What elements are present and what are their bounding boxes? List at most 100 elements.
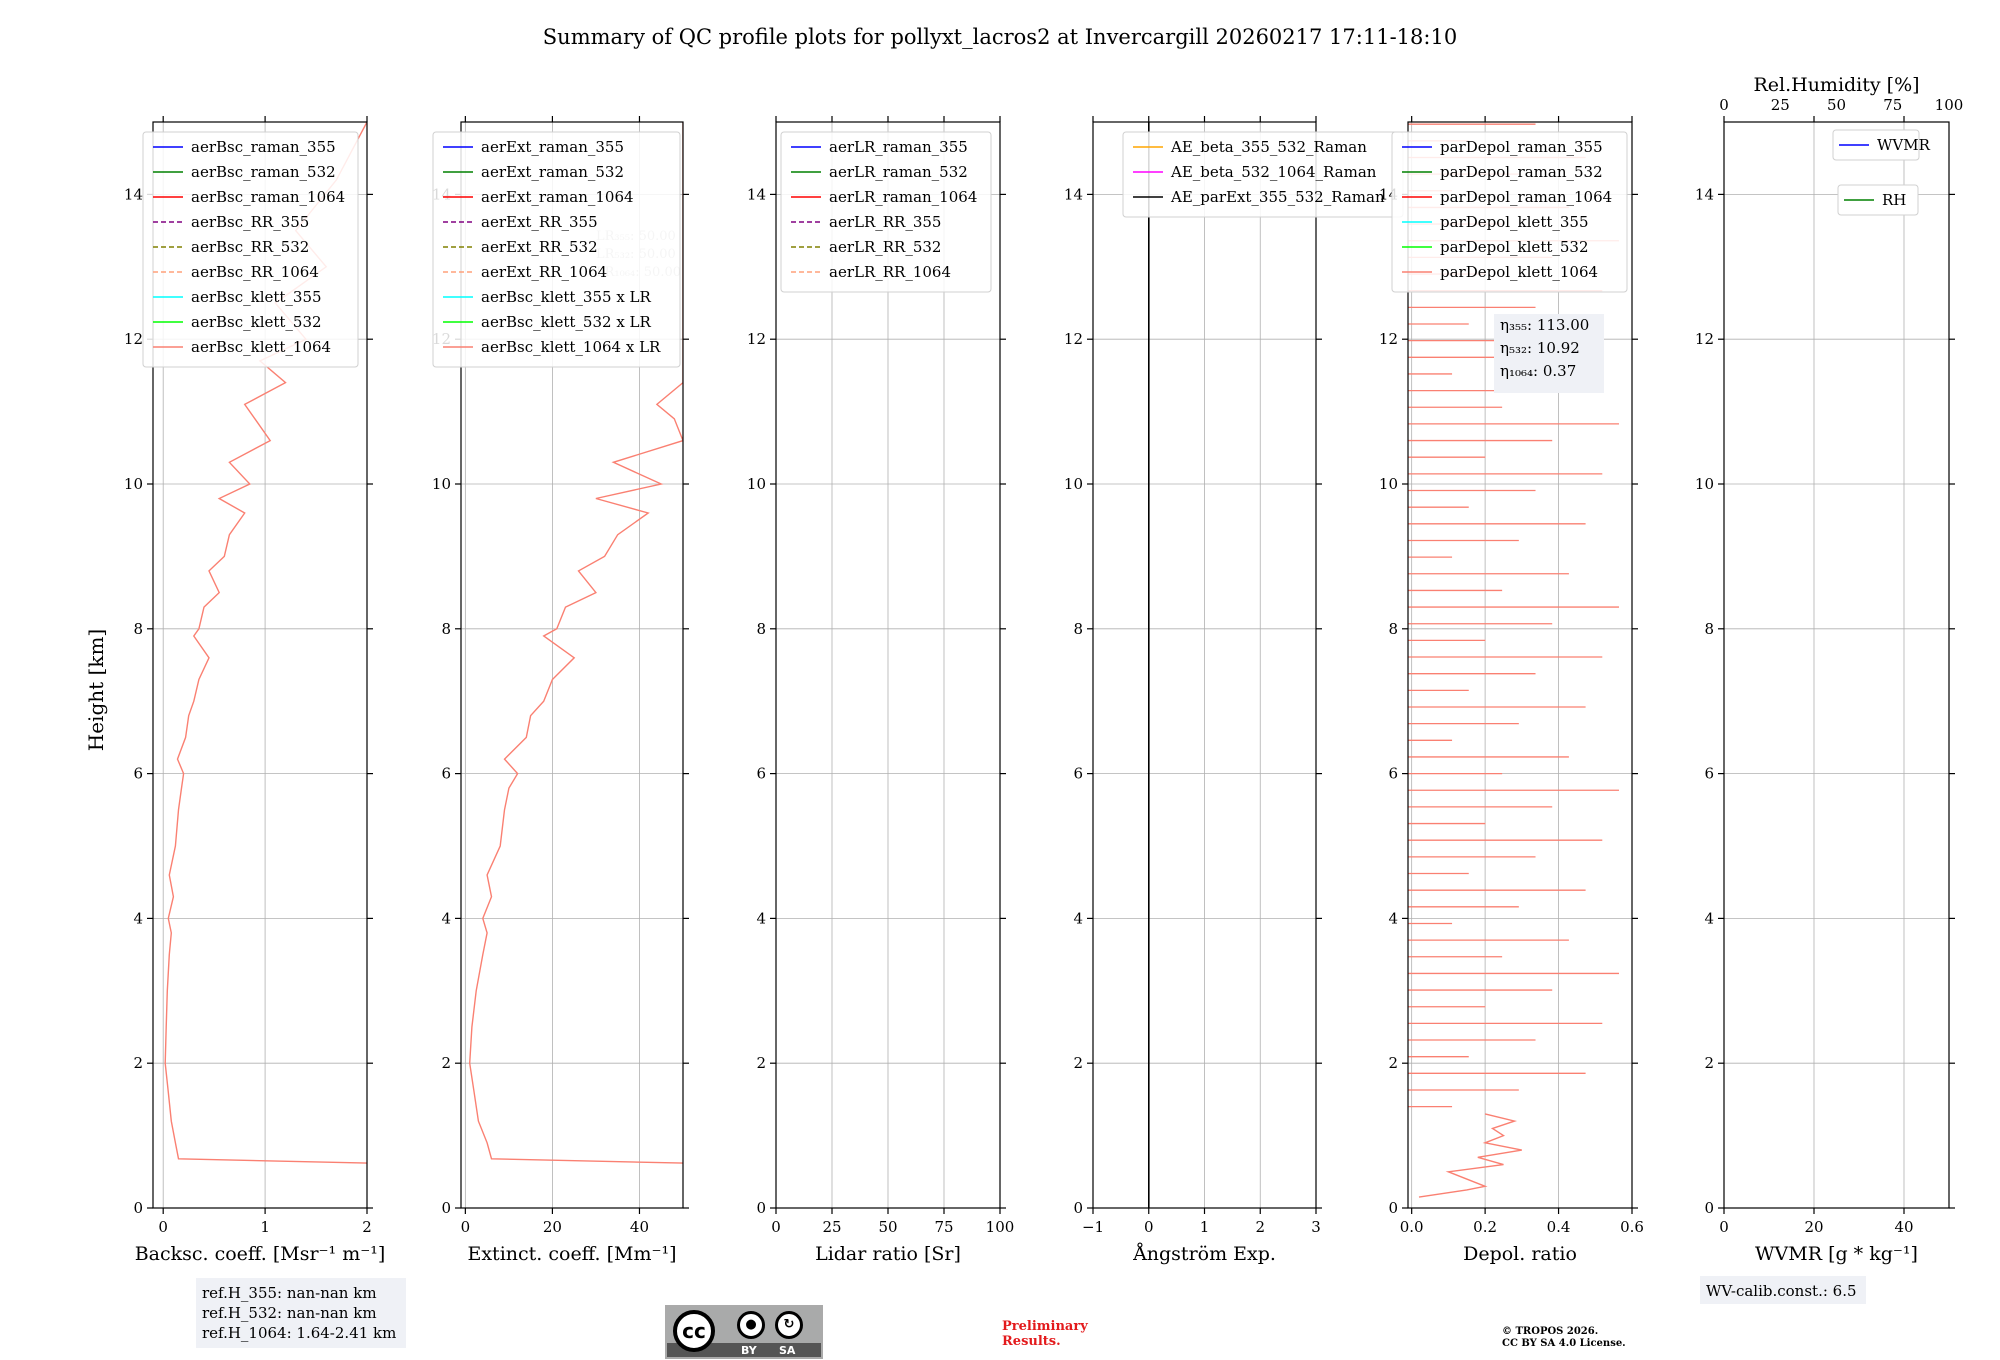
x-tick-label: 20 bbox=[543, 1218, 562, 1236]
legend-label: parDepol_raman_355 bbox=[1440, 138, 1603, 156]
legend-label: aerBsc_klett_1064 bbox=[191, 338, 331, 356]
panel-extinction: 0204002468101214Extinct. coeff. [Mm⁻¹]LR… bbox=[432, 116, 689, 1265]
sa-share-icon: ↻ bbox=[775, 1311, 803, 1339]
legend-box bbox=[1837, 184, 1919, 216]
y-tick-label: 2 bbox=[133, 1054, 143, 1072]
y-tick-label: 4 bbox=[756, 909, 766, 927]
legend-label: RH bbox=[1882, 191, 1906, 209]
y-tick-label: 12 bbox=[124, 330, 143, 348]
preliminary-label: Preliminary bbox=[1002, 1319, 1088, 1334]
legend-label: aerBsc_RR_532 bbox=[191, 238, 309, 256]
series-line-aerBsc_klett_1064 bbox=[164, 122, 367, 1164]
legend-label: parDepol_raman_1064 bbox=[1440, 188, 1612, 206]
x-axis-label: WVMR [g * kg⁻¹] bbox=[1755, 1243, 1918, 1265]
x-tick-label: 0 bbox=[1719, 1218, 1729, 1236]
y-axis-label: Height [km] bbox=[84, 629, 108, 751]
legend-label: AE_parExt_355_532_Raman bbox=[1170, 188, 1385, 206]
x-tick-label: 1 bbox=[260, 1218, 270, 1236]
x-axis-label: Ångström Exp. bbox=[1132, 1243, 1276, 1265]
y-tick-label: 10 bbox=[1064, 475, 1083, 493]
x-tick-label: 0.4 bbox=[1547, 1218, 1571, 1236]
x-axis-label: Backsc. coeff. [Msr⁻¹ m⁻¹] bbox=[135, 1243, 386, 1265]
y-tick-label: 8 bbox=[133, 620, 143, 638]
y-tick-label: 4 bbox=[1704, 909, 1714, 927]
plot-area bbox=[1408, 123, 1619, 1198]
y-tick-label: 0 bbox=[1388, 1199, 1398, 1217]
ref-height-1064: ref.H_1064: 1.64-2.41 km bbox=[202, 1324, 396, 1342]
x-tick-label: 100 bbox=[986, 1218, 1015, 1236]
y-tick-label: 8 bbox=[441, 620, 451, 638]
figure-title: Summary of QC profile plots for pollyxt_… bbox=[543, 25, 1457, 49]
ref-height-532: ref.H_532: nan-nan km bbox=[202, 1304, 377, 1322]
axes-frame bbox=[152, 121, 368, 1209]
legend-label: aerExt_RR_532 bbox=[481, 238, 598, 256]
legend-box bbox=[1391, 131, 1628, 293]
y-tick-label: 14 bbox=[1064, 185, 1083, 203]
legend-label: aerLR_RR_1064 bbox=[829, 263, 951, 281]
top-x-tick-label: 0 bbox=[1719, 96, 1729, 114]
legend-label: aerLR_RR_532 bbox=[829, 238, 941, 256]
y-tick-label: 4 bbox=[1388, 909, 1398, 927]
panel-wvmr: 0 20 40 0 2 4 6 8 10 12 14 WVMR [g * kg⁻¹] 0 25 50 75 10… bbox=[1695, 74, 1963, 1265]
x-axis-label: Lidar ratio [Sr] bbox=[815, 1243, 961, 1265]
legend-label: aerLR_raman_1064 bbox=[829, 188, 977, 206]
y-tick-label: 10 bbox=[747, 475, 766, 493]
ref-height-355: ref.H_355: nan-nan km bbox=[202, 1284, 377, 1302]
y-tick-label: 0 bbox=[133, 1199, 143, 1217]
legend-label: aerLR_raman_532 bbox=[829, 163, 968, 181]
x-tick-label: 0 bbox=[158, 1218, 168, 1236]
annotation-line: η₃₅₅: 113.00 bbox=[1500, 316, 1589, 334]
y-tick-label: 12 bbox=[1064, 330, 1083, 348]
x-tick-label: 1 bbox=[1200, 1218, 1210, 1236]
top-x-axis-label: Rel.Humidity [%] bbox=[1753, 74, 1919, 96]
legend-box bbox=[142, 131, 359, 368]
y-tick-label: 0 bbox=[1073, 1199, 1083, 1217]
legend-label: aerBsc_klett_355 bbox=[191, 288, 322, 306]
top-x-tick-label: 100 bbox=[1935, 96, 1964, 114]
x-axis-label: Extinct. coeff. [Mm⁻¹] bbox=[467, 1243, 676, 1265]
legend-label: WVMR bbox=[1877, 136, 1931, 154]
x-tick-label: −1 bbox=[1082, 1218, 1104, 1236]
y-tick-label: 6 bbox=[441, 765, 451, 783]
y-tick-label: 10 bbox=[124, 475, 143, 493]
legend-label: parDepol_raman_532 bbox=[1440, 163, 1603, 181]
legend-label: aerBsc_raman_1064 bbox=[191, 188, 345, 206]
x-tick-label: 40 bbox=[630, 1218, 649, 1236]
y-tick-label: 2 bbox=[756, 1054, 766, 1072]
license-line: CC BY SA 4.0 License. bbox=[1502, 1338, 1626, 1349]
top-x-tick-label: 50 bbox=[1827, 96, 1846, 114]
y-tick-label: 8 bbox=[1704, 620, 1714, 638]
series-line-parDepol_klett_1064 bbox=[1418, 1113, 1522, 1198]
legend-label: parDepol_klett_355 bbox=[1440, 213, 1589, 231]
legend-label: aerLR_raman_355 bbox=[829, 138, 968, 156]
axes-frame bbox=[1723, 121, 1950, 1209]
y-tick-label: 2 bbox=[1073, 1054, 1083, 1072]
x-tick-label: 0.2 bbox=[1473, 1218, 1497, 1236]
legend-box bbox=[432, 131, 681, 368]
legend-label: aerExt_raman_532 bbox=[481, 163, 624, 181]
y-tick-label: 12 bbox=[1379, 330, 1398, 348]
cc-license-badge: cc ● ↻ BY SA bbox=[665, 1305, 823, 1359]
x-tick-label: 40 bbox=[1894, 1218, 1913, 1236]
y-tick-label: 10 bbox=[1695, 475, 1714, 493]
results-label: Results. bbox=[1002, 1334, 1061, 1349]
y-tick-label: 0 bbox=[756, 1199, 766, 1217]
y-tick-label: 2 bbox=[441, 1054, 451, 1072]
copyright-line: © TROPOS 2026. bbox=[1502, 1326, 1598, 1337]
y-tick-label: 6 bbox=[1388, 765, 1398, 783]
y-tick-label: 8 bbox=[1073, 620, 1083, 638]
y-tick-label: 10 bbox=[432, 475, 451, 493]
annotation-line: η₅₃₂: 10.92 bbox=[1500, 339, 1580, 357]
x-tick-label: 25 bbox=[822, 1218, 841, 1236]
by-person-icon: ● bbox=[737, 1311, 765, 1339]
legend-label: aerExt_RR_1064 bbox=[481, 263, 607, 281]
y-tick-label: 4 bbox=[133, 909, 143, 927]
legend-label: aerBsc_raman_355 bbox=[191, 138, 336, 156]
legend-label: aerBsc_RR_1064 bbox=[191, 263, 319, 281]
legend-label: aerBsc_klett_1064 x LR bbox=[481, 338, 661, 356]
y-tick-label: 14 bbox=[1695, 185, 1714, 203]
top-x-tick-label: 75 bbox=[1883, 96, 1902, 114]
legend-label: AE_beta_355_532_Raman bbox=[1170, 138, 1367, 156]
